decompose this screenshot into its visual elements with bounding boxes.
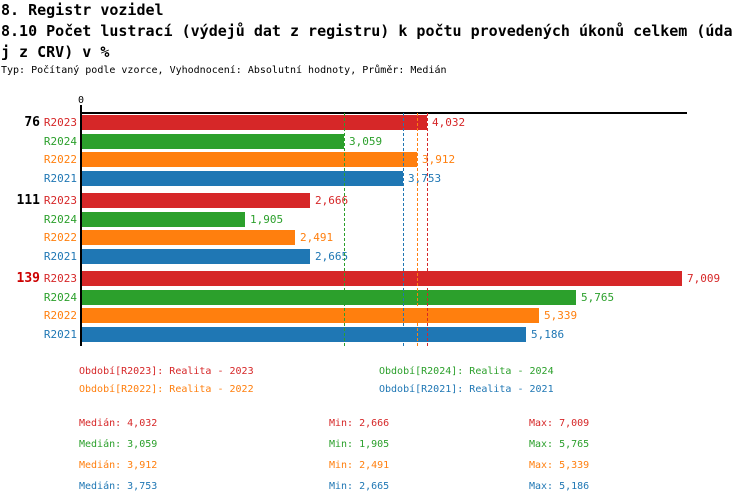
bar (82, 152, 417, 167)
legend-item: Období[R2024]: Realita - 2024 (379, 366, 554, 377)
legend-item: Období[R2022]: Realita - 2022 (79, 384, 254, 395)
bar-row-label: R2023 (43, 272, 77, 285)
max-stat: Max: 5,186 (529, 481, 590, 492)
bar-row-label: R2022 (43, 153, 77, 166)
bar-row-label: R2021 (43, 328, 77, 341)
bar-value-label: 2,491 (300, 231, 334, 244)
bar-value-label: 3,912 (422, 153, 456, 166)
bar (82, 171, 403, 186)
median-stat: Medián: 3,753 (79, 481, 158, 492)
axis-origin-label: 0 (77, 95, 85, 106)
legend-item: Období[R2021]: Realita - 2021 (379, 384, 554, 395)
median-line (344, 113, 345, 346)
median-line (417, 113, 418, 346)
bar-row-label: R2023 (43, 116, 77, 129)
x-axis-line (80, 112, 687, 114)
bar-row-label: R2021 (43, 250, 77, 263)
bar-value-label: 5,186 (531, 328, 565, 341)
chart-meta-text: Typ: Počítaný podle vzorce, Vyhodnocení:… (1, 65, 447, 76)
bar-row-label: R2024 (43, 135, 77, 148)
bar (82, 115, 427, 130)
median-line (427, 113, 428, 346)
bar-row-label: R2021 (43, 172, 77, 185)
bar (82, 134, 344, 149)
bar-value-label: 5,765 (581, 291, 615, 304)
bar-group-label: 76 (24, 115, 40, 130)
min-stat: Min: 2,665 (329, 481, 390, 492)
median-line (403, 113, 404, 346)
bar-row-label: R2022 (43, 309, 77, 322)
bar (82, 290, 576, 305)
bar-value-label: 4,032 (432, 116, 466, 129)
bar-value-label: 1,905 (250, 213, 284, 226)
bar-value-label: 5,339 (544, 309, 578, 322)
legend-item: Období[R2023]: Realita - 2023 (79, 366, 254, 377)
bar-value-label: 7,009 (687, 272, 721, 285)
bar-row-label: R2023 (43, 194, 77, 207)
bar (82, 327, 526, 342)
bar-value-label: 3,753 (408, 172, 442, 185)
bar (82, 249, 310, 264)
bar-row-label: R2022 (43, 231, 77, 244)
chart-subtitle-line1: 8.10 Počet lustrací (výdejů dat z regist… (1, 22, 733, 40)
chart-subtitle-line2: j z CRV) v % (1, 43, 110, 61)
min-stat: Min: 2,666 (329, 418, 390, 429)
bar-value-label: 3,059 (349, 135, 383, 148)
bar-row-label: R2024 (43, 213, 77, 226)
max-stat: Max: 5,339 (529, 460, 590, 471)
bar (82, 271, 682, 286)
y-axis-line (80, 105, 82, 346)
bar-row-label: R2024 (43, 291, 77, 304)
bar (82, 230, 295, 245)
min-stat: Min: 1,905 (329, 439, 390, 450)
median-stat: Medián: 4,032 (79, 418, 158, 429)
bar-value-label: 2,666 (315, 194, 349, 207)
median-stat: Medián: 3,059 (79, 439, 158, 450)
max-stat: Max: 5,765 (529, 439, 590, 450)
min-stat: Min: 2,491 (329, 460, 390, 471)
page-title: 8. Registr vozidel (1, 1, 164, 19)
bar-value-label: 2,665 (315, 250, 349, 263)
bar-group-label: 111 (16, 193, 40, 208)
median-stat: Medián: 3,912 (79, 460, 158, 471)
bar (82, 212, 245, 227)
max-stat: Max: 7,009 (529, 418, 590, 429)
bar-group-label: 139 (16, 271, 40, 286)
bar (82, 308, 539, 323)
bar (82, 193, 310, 208)
